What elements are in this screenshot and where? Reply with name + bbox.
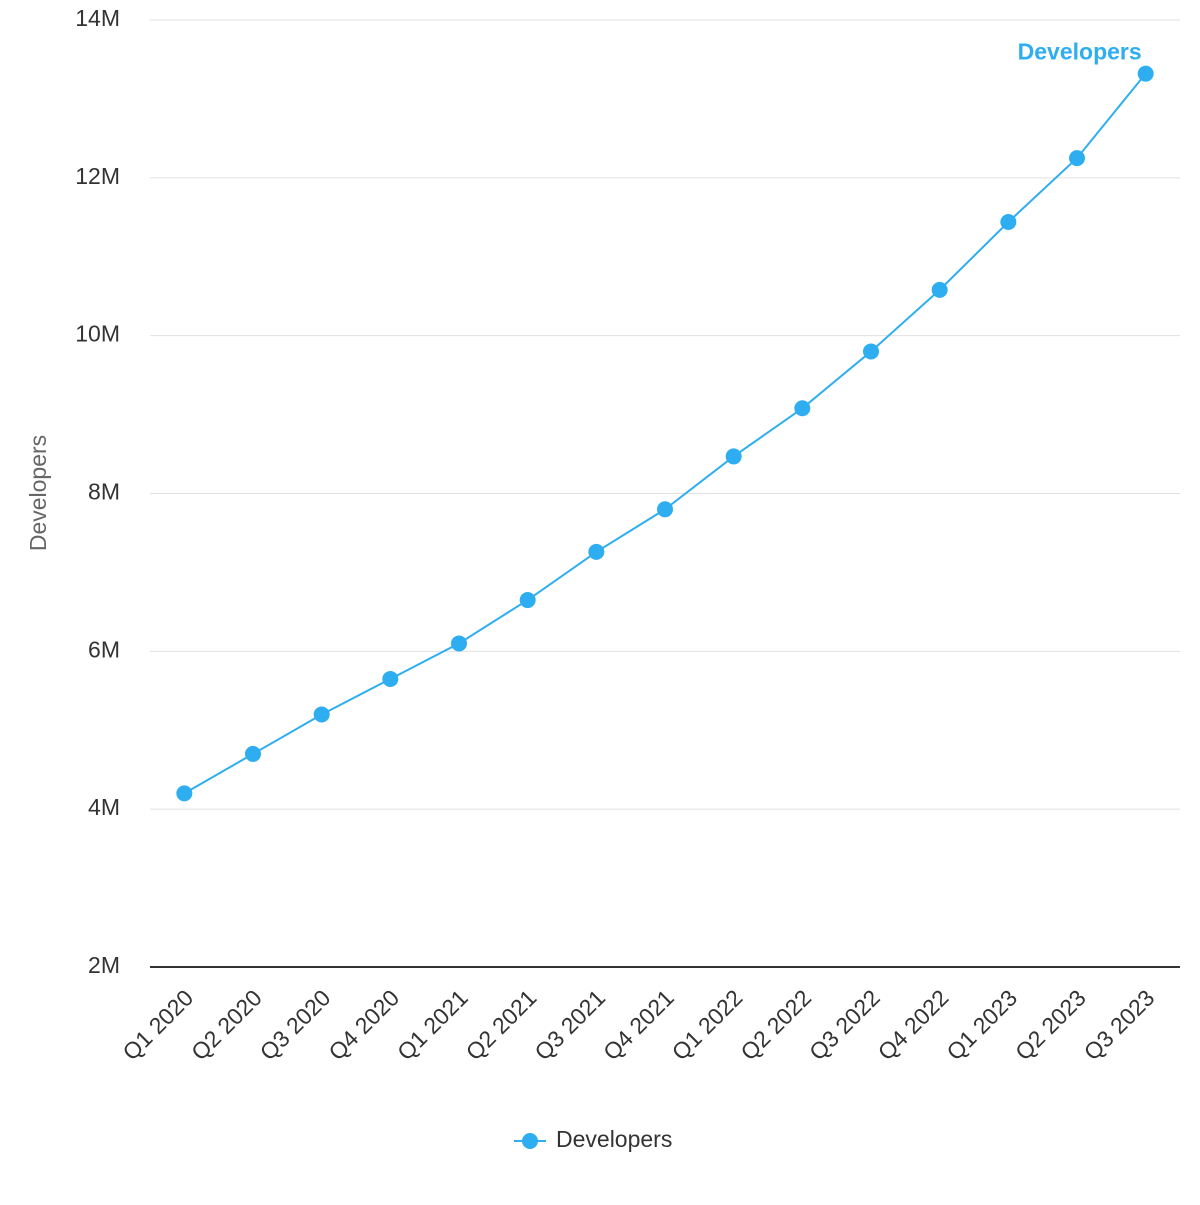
data-point xyxy=(451,635,467,652)
x-tick-label: Q2 2021 xyxy=(461,984,542,1065)
y-tick-label: 14M xyxy=(75,5,120,31)
x-tick-label: Q3 2020 xyxy=(255,984,336,1065)
y-tick-label: 12M xyxy=(75,163,120,189)
data-point xyxy=(794,400,811,417)
series-line xyxy=(183,73,1147,795)
data-point xyxy=(657,501,673,518)
legend-marker xyxy=(522,1133,538,1149)
data-point xyxy=(725,448,742,465)
x-tick-label: Q4 2020 xyxy=(323,984,404,1065)
data-point xyxy=(245,745,261,762)
data-point xyxy=(519,592,536,609)
data-point xyxy=(313,706,330,723)
x-tick-label: Q2 2022 xyxy=(735,984,816,1065)
legend-label: Developers xyxy=(556,1126,672,1152)
x-tick-label: Q1 2023 xyxy=(941,984,1022,1065)
data-point xyxy=(382,670,399,687)
data-point xyxy=(588,543,605,560)
y-tick-label: 8M xyxy=(88,479,120,505)
data-point xyxy=(1069,150,1085,167)
x-tick-label: Q4 2021 xyxy=(598,984,679,1065)
x-tick-label: Q3 2022 xyxy=(804,984,885,1065)
x-tick-label: Q1 2021 xyxy=(392,984,473,1065)
x-tick-label: Q2 2023 xyxy=(1010,984,1091,1065)
y-tick-label: 10M xyxy=(75,321,120,347)
data-point xyxy=(931,281,948,298)
x-tick-label: Q2 2020 xyxy=(186,984,267,1065)
x-tick-label: Q1 2022 xyxy=(667,984,748,1065)
series-label: Developers xyxy=(1018,39,1142,65)
x-tick-label: Q3 2021 xyxy=(529,984,610,1065)
x-tick-label: Q4 2022 xyxy=(873,984,954,1065)
data-point xyxy=(176,785,193,802)
data-point xyxy=(863,343,879,360)
x-tick-label: Q1 2020 xyxy=(117,984,198,1065)
data-point xyxy=(1137,65,1154,82)
y-tick-label: 6M xyxy=(88,636,120,662)
x-tick-label: Q3 2023 xyxy=(1079,984,1160,1065)
data-point xyxy=(1000,214,1017,231)
y-tick-label: 4M xyxy=(88,794,120,820)
y-tick-label: 2M xyxy=(88,952,120,978)
y-axis-title: Developers xyxy=(25,435,51,551)
